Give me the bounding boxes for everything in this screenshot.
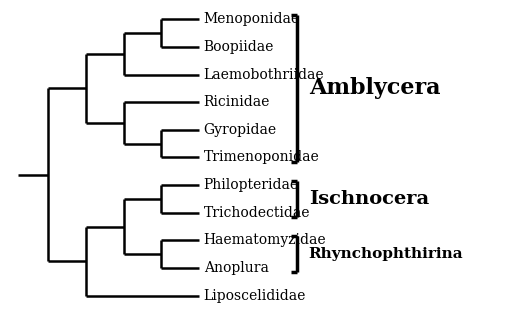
- Text: Gyropidae: Gyropidae: [204, 123, 277, 137]
- Text: Trichodectidae: Trichodectidae: [204, 206, 310, 220]
- Text: Liposcelididae: Liposcelididae: [204, 289, 306, 303]
- Text: Boopiidae: Boopiidae: [204, 40, 274, 54]
- Text: Haematomyzidae: Haematomyzidae: [204, 233, 326, 247]
- Text: Ricinidae: Ricinidae: [204, 95, 270, 109]
- Text: Rhynchophthirina: Rhynchophthirina: [309, 247, 463, 261]
- Text: Philopteridae: Philopteridae: [204, 178, 299, 192]
- Text: Ischnocera: Ischnocera: [309, 190, 429, 208]
- Text: Laemobothriidae: Laemobothriidae: [204, 68, 324, 82]
- Text: Menoponidae: Menoponidae: [204, 12, 300, 26]
- Text: Trimenoponidae: Trimenoponidae: [204, 151, 320, 164]
- Text: Anoplura: Anoplura: [204, 261, 269, 275]
- Text: Amblycera: Amblycera: [309, 77, 440, 100]
